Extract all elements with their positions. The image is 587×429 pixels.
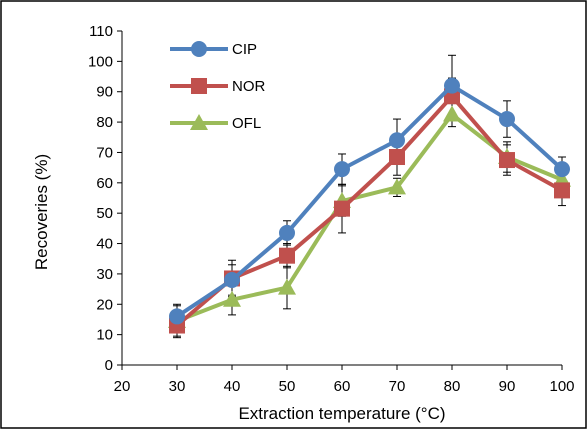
- data-point-cip: [334, 161, 350, 178]
- y-tick-label: 20: [96, 296, 113, 313]
- data-point-cip: [389, 132, 405, 149]
- data-point-ofl: [443, 105, 461, 122]
- x-tick-label: 70: [389, 378, 406, 395]
- data-point-cip: [169, 308, 185, 325]
- legend-marker-nor: [191, 78, 207, 94]
- data-point-ofl: [278, 278, 296, 295]
- x-tick-label: 30: [169, 378, 186, 395]
- y-tick-label: 10: [96, 327, 113, 344]
- data-point-ofl: [223, 290, 241, 307]
- series-group: [168, 77, 571, 334]
- data-point-cip: [499, 111, 515, 128]
- y-tick-label: 30: [96, 266, 113, 283]
- legend-marker-ofl: [190, 114, 208, 130]
- axes: 0 10 20 30 40 50 60 70 80 90 100 110 20 30 40 50 60 70 80 9…: [88, 23, 575, 395]
- y-tick-label: 80: [96, 114, 113, 131]
- data-point-nor: [499, 152, 515, 169]
- x-tick-label: 80: [444, 378, 461, 395]
- x-tick-label: 90: [499, 378, 516, 395]
- y-tick-label: 0: [105, 357, 113, 374]
- data-point-cip: [224, 271, 240, 288]
- y-axis-title: Recoveries (%): [32, 154, 51, 270]
- y-tick-label: 100: [88, 53, 113, 70]
- legend-label-cip: CIP: [232, 41, 257, 58]
- x-tick-label: 20: [114, 378, 131, 395]
- data-point-cip: [444, 77, 460, 94]
- data-point-nor: [554, 182, 570, 199]
- y-tick-label: 60: [96, 175, 113, 192]
- data-point-ofl: [388, 178, 406, 195]
- data-point-nor: [389, 149, 405, 166]
- x-tick-label: 60: [334, 378, 351, 395]
- legend-marker-cip: [191, 41, 207, 57]
- x-tick-label: 40: [224, 378, 241, 395]
- y-tick-label: 40: [96, 236, 113, 253]
- series-line-cip: [175, 83, 564, 319]
- data-point-nor: [334, 200, 350, 217]
- x-tick-label: 50: [279, 378, 296, 395]
- y-tick-label: 90: [96, 84, 113, 101]
- data-point-cip: [279, 224, 295, 241]
- x-axis-title: Extraction temperature (°C): [238, 404, 445, 423]
- data-point-nor: [279, 247, 295, 264]
- legend-label-nor: NOR: [232, 78, 266, 95]
- y-tick-label: 50: [96, 205, 113, 222]
- data-point-cip: [554, 161, 570, 178]
- y-tick-label: 110: [89, 23, 113, 40]
- x-tick-label: 100: [549, 378, 574, 395]
- y-tick-label: 70: [96, 144, 113, 161]
- legend-label-ofl: OFL: [232, 115, 261, 132]
- legend: CIP NOR OFL: [170, 41, 266, 132]
